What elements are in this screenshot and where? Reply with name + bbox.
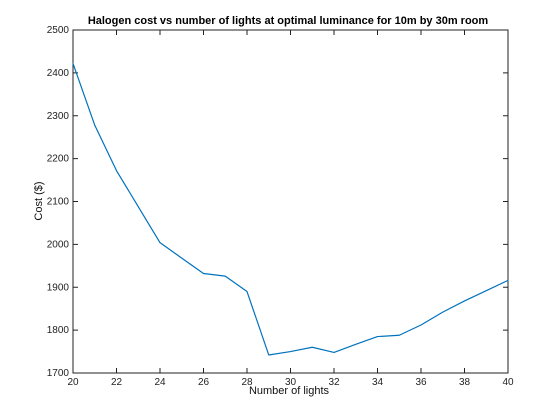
series-layer [72, 62, 509, 356]
x-axis-ticks: 20 22 24 26 28 30 32 34 36 38 40 [67, 30, 514, 388]
y-tick-label-2100: 2100 [47, 197, 70, 208]
x-tick-label-22: 22 [111, 377, 123, 388]
x-tick-label-24: 24 [154, 377, 166, 388]
y-tick-label-2400: 2400 [47, 68, 70, 79]
x-tick-label-30: 30 [285, 377, 297, 388]
y-tick-label-2200: 2200 [47, 154, 70, 165]
plot-border [72, 29, 509, 374]
x-tick-label-34: 34 [372, 377, 384, 388]
x-tick-label-32: 32 [328, 377, 340, 388]
x-tick-label-38: 38 [459, 377, 471, 388]
x-tick-label-28: 28 [241, 377, 253, 388]
plot-frame [72, 29, 509, 374]
y-tick-label-1900: 1900 [47, 282, 70, 293]
x-tick-label-26: 26 [198, 377, 210, 388]
y-tick-label-1700: 1700 [47, 368, 70, 379]
chart-title: Halogen cost vs number of lights at opti… [88, 15, 489, 27]
y-tick-label-2000: 2000 [47, 239, 70, 250]
y-tick-label-1800: 1800 [47, 325, 70, 336]
y-tick-label-2500: 2500 [47, 25, 70, 36]
y-tick-label-2300: 2300 [47, 111, 70, 122]
series-line-0 [72, 62, 509, 356]
y-axis-label: Cost ($) [33, 181, 45, 220]
x-tick-label-20: 20 [67, 377, 79, 388]
x-tick-label-36: 36 [415, 377, 427, 388]
x-axis-label: Number of lights [249, 385, 330, 397]
x-tick-label-40: 40 [502, 377, 514, 388]
y-axis-ticks: 1700 1800 1900 2000 2100 2200 2300 2400 2500 [47, 25, 508, 379]
